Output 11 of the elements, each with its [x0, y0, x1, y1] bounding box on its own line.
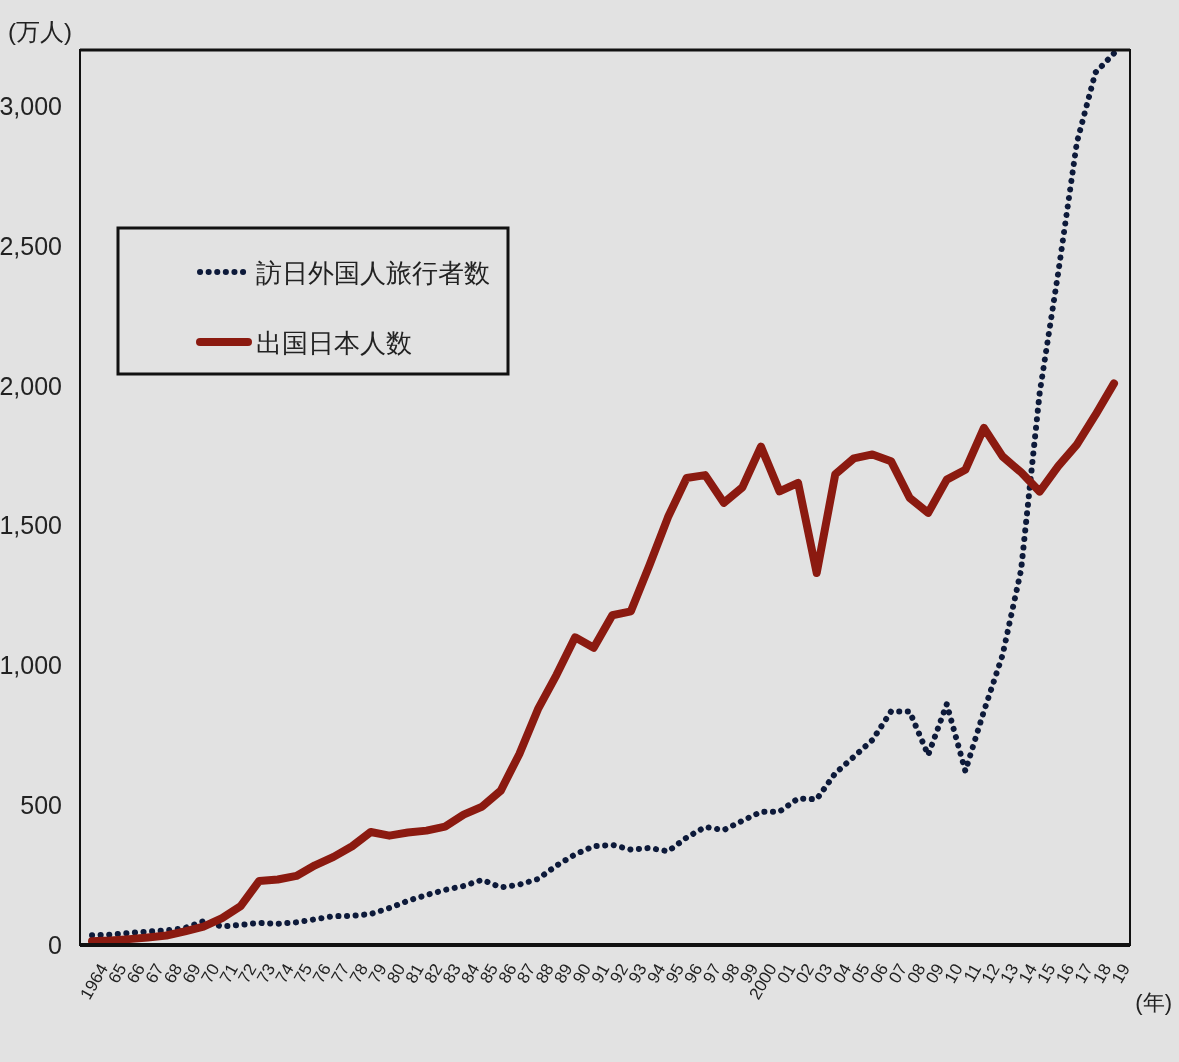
- legend-label: 出国日本人数: [256, 328, 412, 358]
- ytick: 0: [48, 931, 62, 959]
- ytick: 2,000: [0, 371, 62, 400]
- y-axis-title: (万人): [8, 18, 72, 45]
- ytick: 500: [20, 791, 62, 820]
- x-axis-title: (年): [1135, 990, 1172, 1015]
- legend-label: 訪日外国人旅行者数: [256, 258, 490, 288]
- ytick: 2,500: [0, 231, 62, 260]
- ytick: 1,000: [0, 651, 62, 680]
- ytick: 3,000: [0, 91, 62, 120]
- ytick: 1,500: [0, 511, 62, 540]
